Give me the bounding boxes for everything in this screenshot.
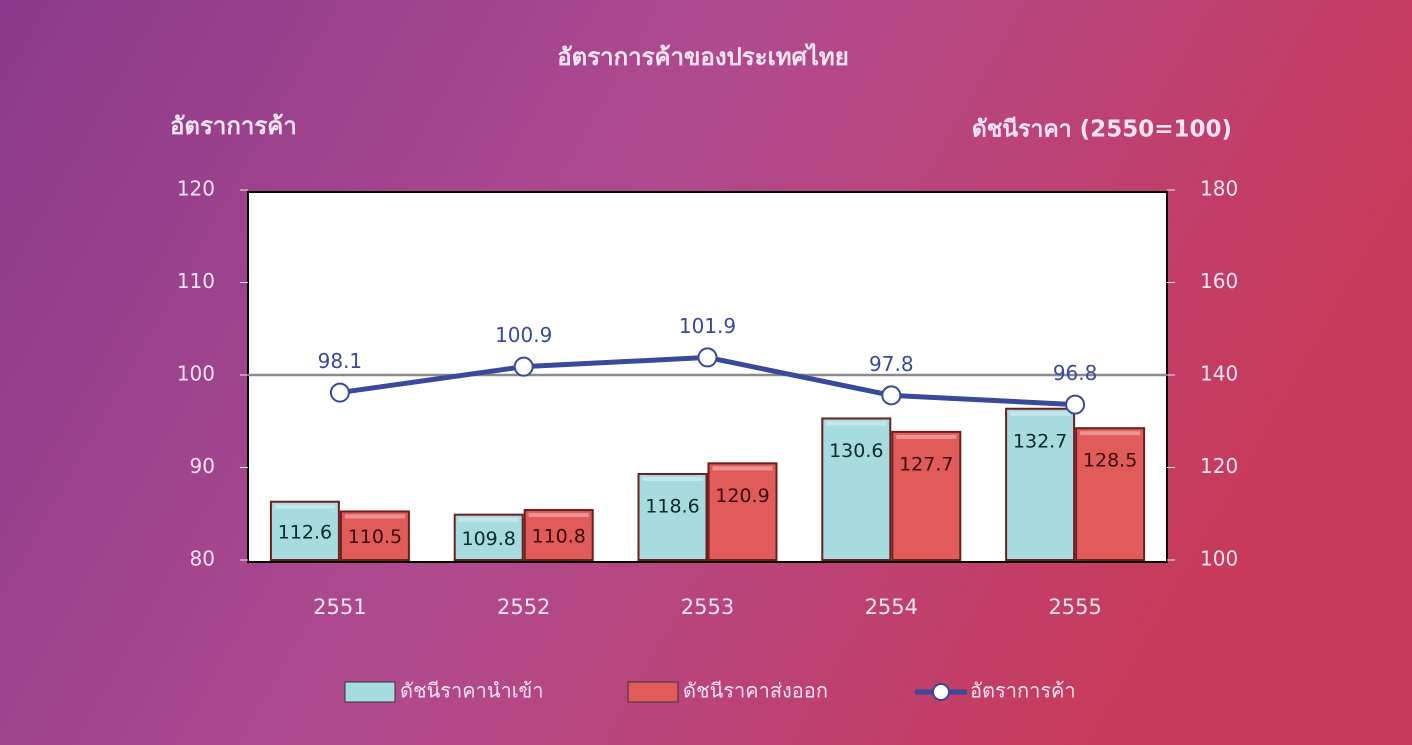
line-marker — [882, 386, 900, 404]
y-tick-label: 90 — [190, 454, 215, 478]
page: อัตราการค้าของประเทศไทย อัตราการค้า ดัชน… — [0, 0, 1412, 745]
y-tick-label: 120 — [177, 177, 215, 201]
bar-value-label: 130.6 — [829, 440, 883, 462]
line-value-label: 96.8 — [1053, 361, 1098, 385]
line-value-label: 100.9 — [495, 323, 552, 347]
legend-label: ดัชนีราคานำเข้า — [400, 679, 543, 703]
x-tick-label: 2551 — [313, 595, 366, 619]
line-value-label: 97.8 — [869, 352, 914, 376]
y-axis-label: อัตราการค้า — [170, 112, 297, 140]
bar-value-label: 120.9 — [715, 485, 769, 507]
bar-highlight — [896, 435, 956, 439]
bar-highlight — [345, 514, 405, 518]
y2-tick-label: 100 — [1200, 547, 1238, 571]
y2-tick-label: 160 — [1200, 269, 1238, 293]
bar-highlight — [713, 466, 773, 470]
line-value-label: 101.9 — [679, 314, 736, 338]
y2-tick-label: 180 — [1200, 177, 1238, 201]
line-marker — [515, 358, 533, 376]
y-tick-label: 80 — [190, 547, 215, 571]
x-tick-label: 2555 — [1048, 595, 1101, 619]
bar-value-label: 110.8 — [531, 526, 585, 548]
legend-label: อัตราการค้า — [970, 679, 1076, 703]
bar — [892, 432, 960, 560]
bar-value-label: 110.5 — [348, 526, 402, 548]
bar — [709, 463, 777, 560]
bar-highlight — [643, 477, 703, 481]
legend-label: ดัชนีราคาส่งออก — [683, 679, 828, 703]
legend-marker — [933, 684, 949, 700]
bar-value-label: 128.5 — [1083, 450, 1137, 472]
bar-highlight — [1010, 412, 1070, 416]
bar-highlight — [1080, 431, 1140, 435]
bar-value-label: 132.7 — [1013, 430, 1067, 452]
bar — [1076, 428, 1144, 560]
bar-value-label: 109.8 — [461, 528, 515, 550]
legend-swatch — [345, 682, 395, 702]
x-tick-label: 2553 — [681, 595, 734, 619]
bar-value-label: 127.7 — [899, 453, 953, 475]
bar-highlight — [275, 505, 335, 509]
line-value-label: 98.1 — [318, 349, 363, 373]
x-tick-label: 2552 — [497, 595, 550, 619]
y2-axis-label: ดัชนีราคา (2550=100) — [972, 117, 1232, 143]
line-marker — [331, 384, 349, 402]
line-marker — [699, 348, 717, 366]
bar-value-label: 112.6 — [278, 521, 332, 543]
legend-swatch — [628, 682, 678, 702]
y2-tick-label: 120 — [1200, 454, 1238, 478]
chart: อัตราการค้าของประเทศไทย อัตราการค้า ดัชน… — [0, 0, 1412, 745]
y-tick-label: 100 — [177, 362, 215, 386]
bar-highlight — [529, 513, 589, 517]
x-tick-label: 2554 — [865, 595, 918, 619]
y2-tick-label: 140 — [1200, 362, 1238, 386]
line-marker — [1066, 396, 1084, 414]
y-tick-label: 110 — [177, 269, 215, 293]
bar-value-label: 118.6 — [645, 495, 699, 517]
bar-highlight — [826, 421, 886, 425]
bar-highlight — [459, 518, 519, 522]
chart-title: อัตราการค้าของประเทศไทย — [557, 42, 849, 71]
